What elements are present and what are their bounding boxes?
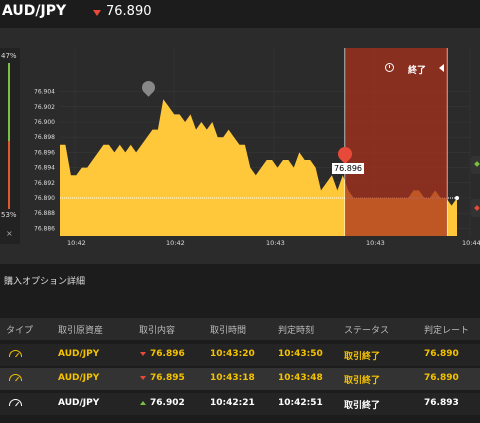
gauge-icon: [9, 399, 22, 406]
x-tick-label: 10:42: [67, 239, 86, 247]
row-judge: 10:42:51: [278, 398, 323, 408]
clock-icon: [385, 63, 394, 72]
col-content: 取引内容: [139, 326, 176, 336]
table-header: タイプ 取引原資産 取引内容 取引時間 判定時刻 ステータス 判定レート: [0, 318, 480, 340]
row-time: 10:43:18: [210, 373, 255, 383]
x-tick-label: 10:43: [266, 239, 285, 247]
x-tick-label: 10:44: [462, 239, 480, 247]
up-arrow-icon: [140, 401, 146, 405]
y-tick-label: 76.888: [34, 210, 55, 217]
high-button[interactable]: [471, 156, 480, 174]
header: AUD/JPY 76.890: [0, 0, 480, 28]
entry-price-label: 76.896: [332, 163, 364, 174]
col-asset: 取引原資産: [58, 326, 104, 336]
down-arrow-icon: [140, 352, 146, 356]
row-judge: 10:43:48: [278, 373, 323, 383]
row-content: 76.902: [150, 398, 185, 408]
row-rate: 76.890: [424, 373, 459, 383]
y-tick-label: 76.896: [34, 149, 55, 156]
low-button[interactable]: [471, 199, 480, 217]
row-rate: 76.893: [424, 398, 459, 408]
x-axis: 10:42 10:42 10:43 10:43 10:44: [67, 239, 480, 247]
row-asset: AUD/JPY: [58, 349, 100, 359]
y-tick-label: 76.904: [34, 89, 55, 96]
y-axis: 76.904 76.902 76.900 76.898 76.896 76.894 76.8…: [34, 89, 55, 233]
y-tick-label: 76.886: [34, 225, 55, 232]
down-arrow-icon: [93, 10, 101, 16]
close-icon[interactable]: ×: [6, 229, 13, 238]
y-tick-label: 76.890: [34, 195, 55, 202]
high-percent: 47%: [1, 52, 17, 60]
section-title: 購入オプション詳細: [4, 277, 86, 287]
y-tick-label: 76.898: [34, 134, 55, 141]
down-arrow-icon: [140, 376, 146, 380]
high-bar: [8, 63, 10, 141]
row-status: 取引終了: [344, 352, 381, 362]
expiry-zone: [345, 48, 447, 236]
row-content: 76.895: [150, 373, 185, 383]
table-row[interactable]: AUD/JPY 76.896 10:43:20 10:43:50 取引終了 76…: [0, 344, 480, 366]
col-rate: 判定レート: [424, 326, 470, 336]
col-type: タイプ: [6, 326, 34, 336]
row-status: 取引終了: [344, 376, 381, 386]
row-time: 10:43:20: [210, 349, 255, 359]
low-percent: 53%: [1, 211, 17, 219]
row-asset: AUD/JPY: [58, 398, 100, 408]
col-judge: 判定時刻: [278, 326, 315, 336]
row-time: 10:42:21: [210, 398, 255, 408]
expiry-label: 終了: [408, 66, 427, 76]
low-bar: [8, 141, 10, 209]
asset-pair-title: AUD/JPY: [2, 3, 67, 19]
sentiment-sidebar: [0, 48, 20, 244]
row-judge: 10:43:50: [278, 349, 323, 359]
gauge-icon: [9, 374, 22, 381]
current-price-dot: [455, 196, 459, 200]
row-status: 取引終了: [344, 401, 381, 411]
current-price: 76.890: [106, 4, 152, 19]
x-tick-label: 10:42: [166, 239, 185, 247]
row-asset: AUD/JPY: [58, 373, 100, 383]
row-content: 76.896: [150, 349, 185, 359]
y-tick-label: 76.892: [34, 180, 55, 187]
table-row[interactable]: AUD/JPY 76.895 10:43:18 10:43:48 取引終了 76…: [0, 368, 480, 390]
col-status: ステータス: [344, 326, 390, 336]
chevron-left-icon[interactable]: [439, 64, 444, 72]
gauge-icon: [9, 350, 22, 357]
table-row[interactable]: AUD/JPY 76.902 10:42:21 10:42:51 取引終了 76…: [0, 393, 480, 415]
y-tick-label: 76.900: [34, 119, 55, 126]
y-tick-label: 76.902: [34, 104, 55, 111]
row-rate: 76.890: [424, 349, 459, 359]
col-time: 取引時間: [210, 326, 247, 336]
y-tick-label: 76.894: [34, 165, 55, 172]
x-tick-label: 10:43: [366, 239, 385, 247]
